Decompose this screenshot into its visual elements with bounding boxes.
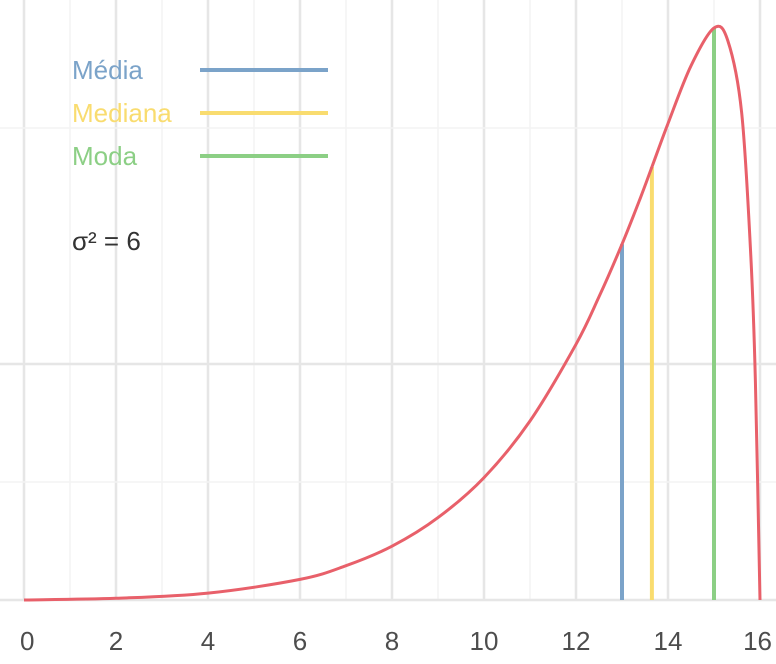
legend-label-moda: Moda	[72, 141, 138, 171]
x-tick-label: 2	[109, 626, 123, 656]
density-curve	[23, 24, 762, 602]
x-axis-ticks: 0 2 4 6 8 10 12 14 16	[20, 626, 772, 656]
x-tick-label: 16	[743, 626, 772, 656]
x-tick-label: 8	[385, 626, 399, 656]
variance-annotation: σ² = 6	[72, 226, 141, 256]
legend-label-mediana: Mediana	[72, 98, 172, 128]
chart-marks	[23, 24, 762, 602]
x-tick-label: 14	[654, 626, 683, 656]
x-tick-label: 12	[562, 626, 591, 656]
x-tick-label: 10	[470, 626, 499, 656]
legend-label-média: Média	[72, 55, 143, 85]
legend: Média Mediana Moda	[72, 55, 328, 171]
x-tick-label: 0	[20, 626, 34, 656]
x-tick-label: 4	[201, 626, 215, 656]
grid	[0, 0, 776, 602]
x-tick-label: 6	[293, 626, 307, 656]
